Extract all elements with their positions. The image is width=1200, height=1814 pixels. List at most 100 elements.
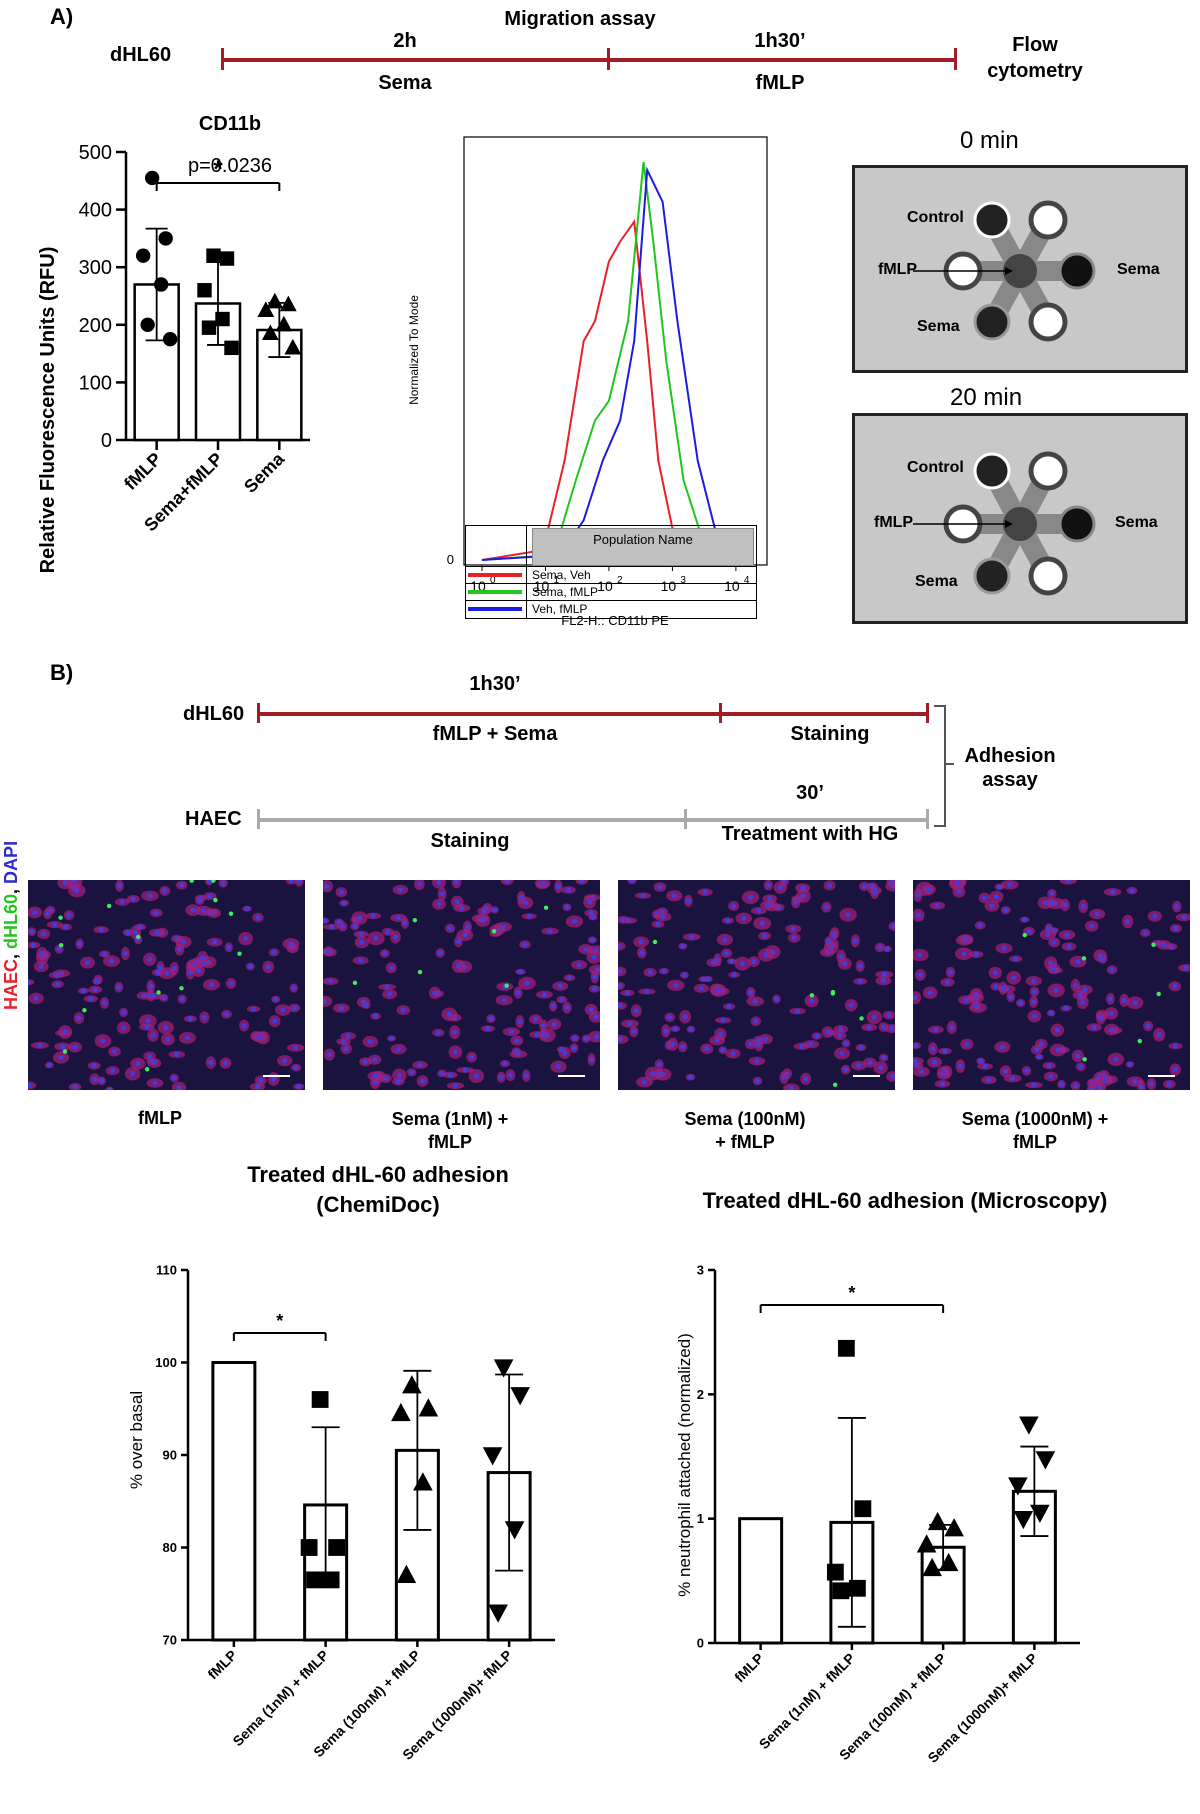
nucleus: [867, 1060, 873, 1066]
nucleus: [1031, 989, 1037, 995]
nucleus: [71, 880, 77, 884]
timeline-b-red-tick-start: [257, 703, 260, 723]
nucleus: [992, 970, 998, 976]
nucleus: [326, 1052, 332, 1058]
data-point: [510, 1387, 530, 1406]
nucleus: [1075, 1053, 1081, 1059]
nucleus: [720, 1017, 726, 1023]
chamber-0min-drawing: [913, 200, 1096, 342]
timeline-tick-start: [221, 48, 224, 70]
nucleus: [999, 1044, 1005, 1050]
nucleus: [147, 893, 153, 899]
nucleus: [1097, 1085, 1103, 1090]
nucleus: [1173, 1043, 1179, 1049]
nucleus: [372, 1013, 378, 1019]
nucleus: [800, 893, 806, 899]
timeline-tick-end: [954, 48, 957, 70]
nucleus: [717, 1031, 723, 1037]
nucleus: [534, 1032, 540, 1038]
nucleus: [147, 1053, 153, 1059]
nucleus: [514, 1038, 520, 1044]
nucleus: [1121, 997, 1127, 1003]
nucleus: [823, 904, 829, 910]
nucleus: [647, 969, 653, 975]
nucleus: [135, 1061, 141, 1067]
chemidoc-ylabel: % over basal: [127, 1391, 146, 1489]
nucleus: [565, 887, 571, 893]
nucleus: [152, 1080, 158, 1086]
nucleus: [1113, 1056, 1119, 1062]
data-point: [135, 248, 151, 263]
microscopy-image: [913, 880, 1190, 1090]
nucleus: [436, 901, 442, 907]
nucleus: [624, 990, 630, 996]
nucleus: [918, 1069, 924, 1075]
nucleus: [117, 883, 123, 889]
nucleus: [502, 1061, 508, 1067]
nucleus: [579, 880, 585, 884]
nucleus: [432, 990, 438, 996]
nucleus: [141, 993, 147, 999]
nucleus: [119, 899, 125, 905]
nucleus: [492, 907, 498, 913]
nucleus: [63, 924, 69, 930]
nucleus: [187, 1016, 193, 1022]
data-point: [328, 1539, 346, 1556]
data-point: [261, 324, 279, 341]
nucleus: [878, 1065, 884, 1071]
nucleus: [481, 908, 487, 914]
y-tick-label: 80: [163, 1540, 177, 1555]
nucleus: [72, 1044, 78, 1050]
chamber-20min-control: Control: [907, 459, 964, 476]
x-tick-exponent: 2: [617, 575, 623, 586]
dhl60-cell: [352, 980, 358, 986]
nucleus: [72, 1084, 78, 1090]
nucleus: [618, 943, 621, 949]
nucleus: [155, 970, 161, 976]
nucleus: [913, 995, 918, 1001]
nucleus: [722, 937, 728, 943]
nucleus: [715, 957, 721, 963]
timeline-b-red-tick-mid: [719, 703, 722, 723]
nucleus: [1145, 1023, 1151, 1029]
nucleus: [409, 1069, 415, 1075]
nucleus: [1034, 1047, 1040, 1053]
nucleus: [795, 1008, 801, 1014]
y-tick-label: 0: [697, 1636, 704, 1651]
nucleus: [631, 1029, 637, 1035]
dhl60-cell: [189, 880, 194, 883]
nucleus: [388, 1035, 394, 1041]
nucleus: [517, 1019, 523, 1025]
nucleus: [1129, 888, 1135, 894]
nucleus: [845, 912, 851, 918]
nucleus: [572, 1035, 578, 1041]
panel-a-label: A): [50, 4, 74, 29]
nucleus: [241, 1023, 247, 1029]
nucleus: [1003, 907, 1009, 913]
nucleus: [926, 887, 932, 893]
nucleus: [62, 1029, 68, 1035]
nucleus: [164, 970, 170, 976]
nucleus: [620, 917, 626, 923]
chamber-0min-sema-right: Sema: [1117, 261, 1160, 278]
nucleus: [731, 903, 737, 909]
data-point: [162, 332, 178, 347]
nucleus: [107, 1087, 113, 1090]
nucleus: [1082, 987, 1088, 993]
cd11b-ylabel: Relative Fluorescence Units (RFU): [37, 247, 59, 574]
nucleus: [880, 978, 886, 984]
nucleus: [1003, 1068, 1009, 1074]
nucleus: [150, 1058, 156, 1064]
nucleus: [480, 917, 486, 923]
haec-cell: [888, 921, 895, 931]
nucleus: [190, 907, 196, 913]
nucleus: [46, 1062, 52, 1068]
nucleus: [447, 925, 453, 931]
y-tick-label: 0: [447, 552, 454, 567]
nucleus: [963, 936, 969, 942]
nucleus: [92, 987, 98, 993]
nucleus: [288, 941, 294, 947]
nucleus: [540, 1022, 546, 1028]
legend-row: Veh, fMLP: [466, 600, 756, 618]
nucleus: [469, 1054, 475, 1060]
